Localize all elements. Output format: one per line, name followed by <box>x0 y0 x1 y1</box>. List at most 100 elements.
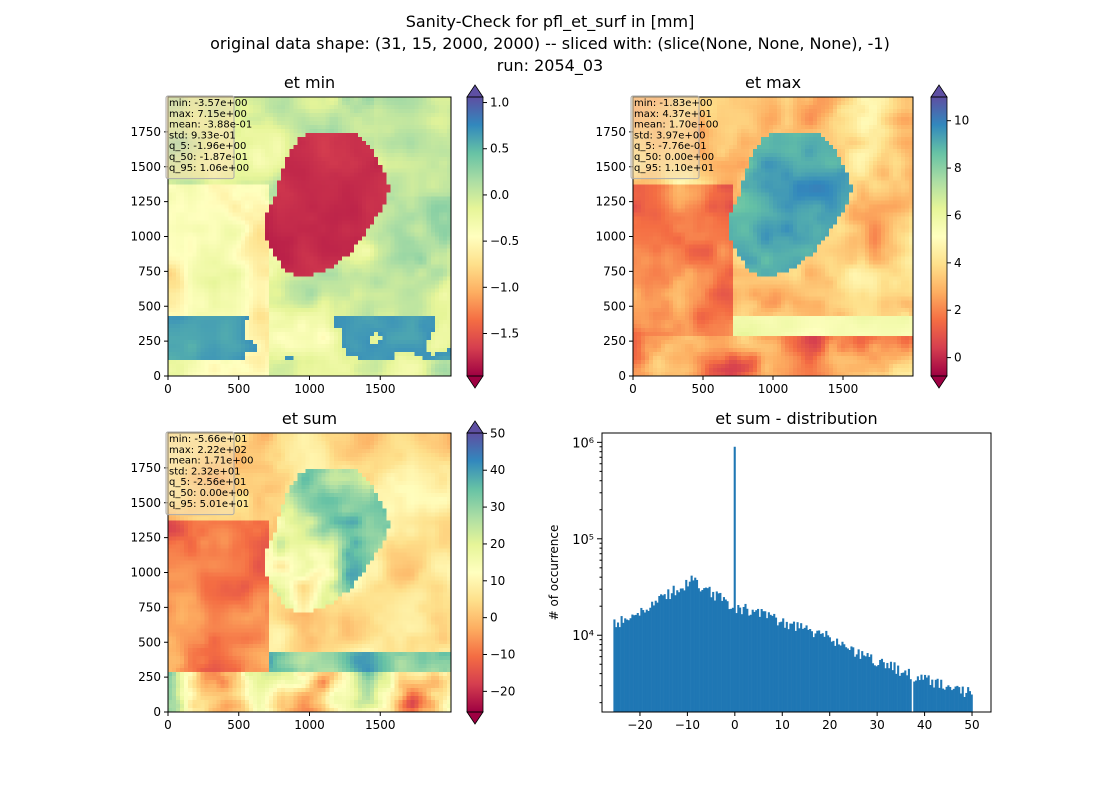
colorbar-extend-min <box>466 711 484 725</box>
histogram-bar <box>654 600 657 712</box>
histogram-bar <box>674 595 677 712</box>
x-tick-label: 1000 <box>758 382 789 396</box>
histogram-bar <box>880 658 884 712</box>
x-tick-label: 30 <box>870 718 885 732</box>
histogram-bar <box>932 687 936 712</box>
histogram-bar <box>952 688 955 712</box>
histogram-bar <box>970 694 973 712</box>
histogram-bar <box>828 637 831 712</box>
histogram-bar <box>774 617 778 712</box>
y-tick-label: 1750 <box>595 125 626 139</box>
histogram-bar <box>717 593 720 712</box>
histogram-bar <box>866 653 869 712</box>
histogram-bar <box>731 607 734 712</box>
y-tick-label: 500 <box>138 299 161 313</box>
histogram-bar <box>656 602 659 712</box>
colorbar-tick-label: 0 <box>954 351 962 365</box>
histogram-bar <box>715 591 718 712</box>
histogram-bar <box>706 588 709 712</box>
histogram-bar <box>685 579 688 712</box>
histogram-bar <box>764 611 767 712</box>
y-tick-label: 10⁵ <box>572 533 594 548</box>
histogram-bar <box>963 696 966 712</box>
histogram-bar <box>783 627 787 712</box>
histogram-bar <box>965 692 968 712</box>
y-tick-label: 1750 <box>130 125 161 139</box>
x-tick-label: 10 <box>775 718 790 732</box>
histogram-bar <box>649 607 652 712</box>
histogram-bar <box>897 665 900 712</box>
heatmap-panel-et-max: et max 0 500 1000 1500 0 250 500 750 1000 1250 1500… <box>595 73 969 396</box>
stats-line: q_50: 0.00e+00 <box>169 488 249 499</box>
histogram-bar <box>651 601 654 712</box>
histogram-bar <box>695 579 699 712</box>
y-tick-label: 750 <box>138 600 161 614</box>
histogram-bar <box>816 630 819 712</box>
histogram-bar <box>767 612 770 712</box>
histogram-bar <box>647 610 650 712</box>
figure-title-line-3: run: 2054_03 <box>496 56 604 75</box>
histogram-bar <box>742 606 745 712</box>
histogram-bar <box>758 616 761 712</box>
stats-line: q_5: -2.56e+01 <box>169 477 246 488</box>
colorbar-tick-label: 1.0 <box>490 96 509 110</box>
histogram-bar <box>658 595 661 712</box>
colorbar-frame <box>466 432 484 713</box>
histogram-bar <box>938 687 941 712</box>
histogram-bar <box>794 630 797 712</box>
histogram-bar <box>665 599 668 712</box>
histogram-bar <box>640 607 643 712</box>
colorbar-tick-label: 50 <box>490 426 505 440</box>
histogram-bar <box>676 590 679 712</box>
histogram-bar <box>855 654 858 712</box>
histogram-bar <box>924 674 927 712</box>
histogram-bar <box>859 658 862 712</box>
colorbar-extend-max <box>466 420 484 434</box>
colorbar-tick-label: 8 <box>954 161 962 175</box>
stats-box <box>630 95 700 180</box>
histogram-bar <box>913 681 916 712</box>
stats-line: q_50: -1.87e-01 <box>169 152 248 163</box>
stats-line: q_5: -7.76e-01 <box>634 141 707 152</box>
y-tick-label: 1250 <box>130 195 161 209</box>
colorbar-tick-label: 0.5 <box>490 142 509 156</box>
axes-frame <box>601 432 992 713</box>
colorbar <box>931 97 947 376</box>
colorbar-tick-label: 20 <box>490 537 505 551</box>
histogram-bar <box>922 679 925 712</box>
histogram-bar <box>744 603 747 712</box>
y-tick-label: 250 <box>138 670 161 684</box>
histogram-bar <box>947 685 950 712</box>
colorbar <box>467 433 483 712</box>
histogram-bar <box>627 620 630 712</box>
histogram-bar <box>818 630 821 712</box>
histogram-bar <box>904 670 907 712</box>
colorbar-extend-min <box>466 375 484 389</box>
histogram-bar <box>724 599 727 712</box>
histogram-bar <box>871 663 875 712</box>
colorbar-frame <box>930 96 948 377</box>
x-tick-label: 1500 <box>365 718 396 732</box>
colorbar-tick-label: 10 <box>954 114 969 128</box>
histogram-bar <box>618 627 621 712</box>
histogram-bar <box>823 636 826 712</box>
stats-line: max: 2.22e+02 <box>169 445 247 456</box>
histogram-bar <box>683 590 686 712</box>
histogram-bar <box>782 618 785 712</box>
histogram-bar <box>753 611 756 712</box>
histogram-bar <box>746 608 749 712</box>
stats-line: mean: 1.71e+00 <box>169 456 253 467</box>
colorbar-tick-label: −1.5 <box>490 327 519 341</box>
histogram-bar <box>895 673 898 712</box>
histogram-bar <box>832 640 835 712</box>
x-tick-label: 0 <box>731 718 739 732</box>
stats-line: std: 2.32e+01 <box>169 466 241 477</box>
colorbar-tick-label: −10 <box>490 648 515 662</box>
histogram-bar <box>708 586 711 712</box>
histogram-bar <box>735 613 738 712</box>
histogram-bar <box>845 647 848 712</box>
stats-line: q_95: 1.10e+01 <box>634 163 714 174</box>
histogram-bar <box>692 580 695 712</box>
histogram-bar <box>616 622 620 712</box>
